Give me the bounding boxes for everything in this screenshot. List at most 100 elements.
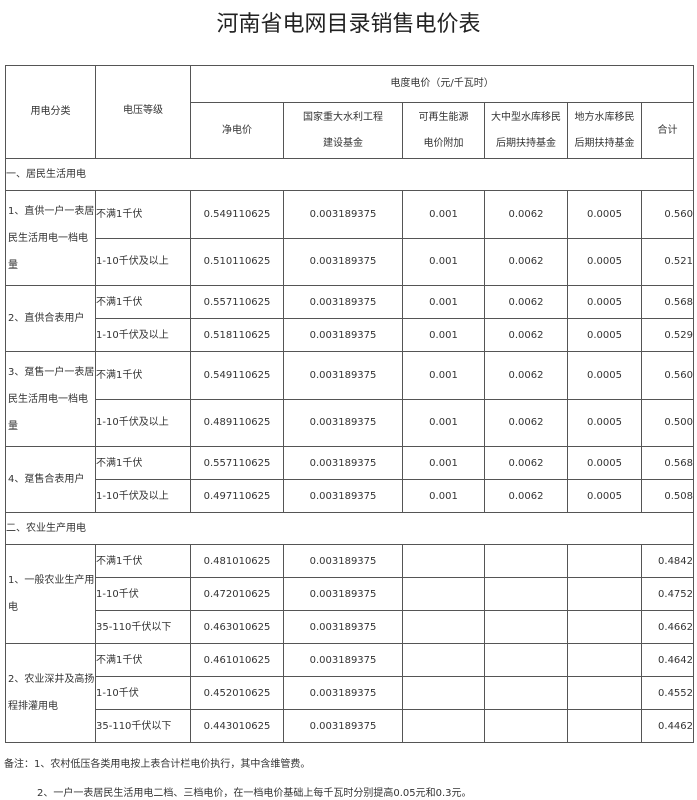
- price-cell: 0.518110625: [190, 318, 284, 352]
- price-cell: 0.4462: [640, 709, 695, 743]
- price-cell: 0.521: [640, 237, 695, 286]
- price-cell: 0.0005: [567, 479, 642, 513]
- voltage-level: 1-10千伏及以上: [95, 237, 191, 286]
- price-table: 用电分类 电压等级 电度电价（元/千瓦时） 净电价 国家重大水利工程 建设基金 可再…: [4, 65, 695, 743]
- price-cell: 0.529: [640, 318, 695, 352]
- group-label: 2、直供合表用户: [5, 285, 96, 352]
- price-cell: 0.003189375: [283, 643, 403, 677]
- price-cell: [484, 577, 568, 611]
- price-cell: 0.003189375: [283, 190, 403, 239]
- price-cell: 0.003189375: [283, 544, 403, 578]
- price-cell: 0.001: [402, 479, 485, 513]
- price-cell: 0.560: [640, 190, 695, 239]
- price-cell: 0.0005: [567, 398, 642, 447]
- voltage-level: 1-10千伏: [95, 676, 191, 710]
- price-cell: 0.463010625: [190, 610, 284, 644]
- price-cell: [402, 610, 485, 644]
- price-cell: 0.0005: [567, 318, 642, 352]
- price-cell: [567, 676, 642, 710]
- voltage-level: 不满1千伏: [95, 544, 191, 578]
- price-cell: 0.557110625: [190, 446, 284, 480]
- price-cell: [567, 709, 642, 743]
- table-row: 1-10千伏及以上 0.510110625 0.003189375 0.001 0.00…: [6, 237, 695, 286]
- price-cell: 0.568: [640, 446, 695, 480]
- group-label: 1、直供一户一表居民生活用电一档电量: [5, 190, 96, 286]
- table-row: 1-10千伏及以上 0.489110625 0.003189375 0.001 0.00…: [6, 398, 695, 447]
- price-cell: [402, 676, 485, 710]
- price-cell: [484, 676, 568, 710]
- price-cell: 0.549110625: [190, 351, 284, 400]
- voltage-level: 1-10千伏: [95, 577, 191, 611]
- header-col: 大中型水库移民 后期扶持基金: [484, 102, 568, 159]
- price-cell: 0.001: [402, 237, 485, 286]
- price-cell: 0.0005: [567, 446, 642, 480]
- price-cell: 0.560: [640, 351, 695, 400]
- table-row: 1、一般农业生产用电 不满1千伏 0.481010625 0.003189375 0.4…: [5, 544, 695, 644]
- price-cell: [484, 709, 568, 743]
- price-cell: 0.452010625: [190, 676, 284, 710]
- price-cell: 0.0005: [567, 351, 642, 400]
- price-cell: 0.003189375: [283, 676, 403, 710]
- price-cell: 0.001: [402, 398, 485, 447]
- price-cell: [567, 544, 642, 578]
- price-cell: 0.461010625: [190, 643, 284, 677]
- price-cell: [567, 643, 642, 677]
- header-col: 净电价: [190, 102, 284, 159]
- table-row: 4、趸售合表用户 不满1千伏 0.557110625 0.003189375 0.001…: [5, 446, 695, 513]
- table-row: 1、直供一户一表居民生活用电一档电量 不满1千伏 0.549110625 0.0031…: [5, 190, 695, 286]
- section-label: 一、居民生活用电: [4, 158, 695, 191]
- price-cell: 0.549110625: [190, 190, 284, 239]
- header-col: 地方水库移民 后期扶持基金: [567, 102, 642, 159]
- price-cell: 0.557110625: [190, 285, 284, 319]
- voltage-level: 1-10千伏及以上: [95, 479, 191, 513]
- voltage-level: 1-10千伏及以上: [95, 318, 191, 352]
- price-cell: 0.4662: [640, 610, 695, 644]
- voltage-level: 不满1千伏: [95, 351, 191, 400]
- note-2: 2、一户一表居民生活用电二档、三档电价，在一档电价基础上每千瓦时分别提高0.05…: [37, 788, 472, 799]
- group-label: 2、农业深井及高扬程排灌用电: [5, 643, 96, 743]
- header-voltage: 电压等级: [95, 65, 191, 159]
- price-cell: [484, 544, 568, 578]
- header-col: 合计: [640, 102, 695, 159]
- section-row: 二、农业生产用电: [4, 512, 695, 545]
- header-category: 用电分类: [5, 65, 96, 159]
- price-cell: 0.003189375: [283, 285, 403, 319]
- price-cell: 0.0062: [484, 398, 568, 447]
- voltage-level: 不满1千伏: [95, 643, 191, 677]
- price-cell: 0.001: [402, 351, 485, 400]
- price-cell: 0.001: [402, 285, 485, 319]
- voltage-level: 不满1千伏: [95, 446, 191, 480]
- header-col: 可再生能源 电价附加: [402, 102, 485, 159]
- voltage-level: 不满1千伏: [95, 190, 191, 239]
- price-cell: [484, 610, 568, 644]
- price-cell: [567, 610, 642, 644]
- price-cell: 0.0062: [484, 318, 568, 352]
- section-row: 一、居民生活用电: [4, 158, 695, 191]
- price-cell: 0.472010625: [190, 577, 284, 611]
- price-cell: [567, 577, 642, 611]
- price-cell: 0.0062: [484, 285, 568, 319]
- price-cell: 0.001: [402, 318, 485, 352]
- table-row: 2、直供合表用户 不满1千伏 0.557110625 0.003189375 0.001…: [5, 285, 695, 352]
- price-cell: 0.500: [640, 398, 695, 447]
- price-cell: [402, 643, 485, 677]
- price-cell: [484, 643, 568, 677]
- voltage-level: 35-110千伏以下: [95, 709, 191, 743]
- price-cell: 0.003189375: [283, 610, 403, 644]
- table-row: 1-10千伏及以上 0.497110625 0.003189375 0.001 0.00…: [6, 479, 695, 513]
- table-row: 35-110千伏以下 0.443010625 0.003189375 0.4462: [6, 709, 695, 743]
- price-cell: 0.443010625: [190, 709, 284, 743]
- header-col: 国家重大水利工程 建设基金: [283, 102, 403, 159]
- group-label: 4、趸售合表用户: [5, 446, 96, 513]
- price-cell: 0.003189375: [283, 479, 403, 513]
- table-row: 2、农业深井及高扬程排灌用电 不满1千伏 0.461010625 0.00318937…: [5, 643, 695, 743]
- table-row: 35-110千伏以下 0.463010625 0.003189375 0.4662: [6, 610, 695, 644]
- table-row: 1-10千伏 0.452010625 0.003189375 0.4552: [6, 676, 695, 710]
- price-cell: 0.489110625: [190, 398, 284, 447]
- price-cell: 0.0005: [567, 237, 642, 286]
- voltage-level: 1-10千伏及以上: [95, 398, 191, 447]
- price-cell: 0.0062: [484, 351, 568, 400]
- price-cell: 0.003189375: [283, 709, 403, 743]
- section-label: 二、农业生产用电: [4, 512, 695, 545]
- price-cell: 0.0062: [484, 237, 568, 286]
